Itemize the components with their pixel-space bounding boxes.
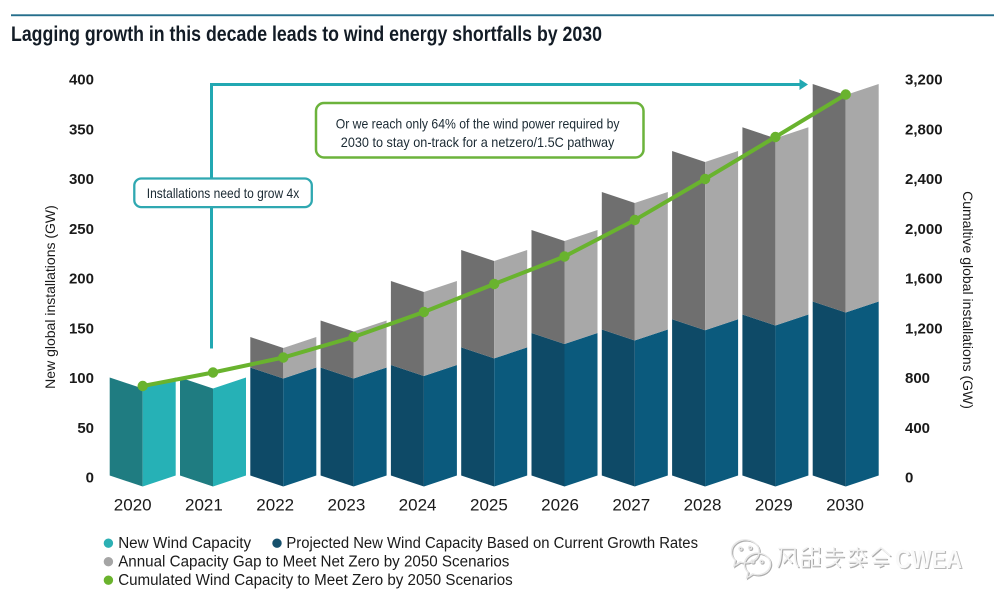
svg-text:300: 300 bbox=[69, 171, 94, 188]
svg-text:Cumaltive global installations: Cumaltive global installations (GW) bbox=[960, 191, 976, 409]
svg-text:800: 800 bbox=[905, 370, 930, 387]
svg-text:250: 250 bbox=[69, 221, 94, 238]
svg-text:Annual Capacity Gap to Meet Ne: Annual Capacity Gap to Meet Net Zero by … bbox=[118, 554, 509, 571]
svg-text:50: 50 bbox=[77, 420, 94, 437]
svg-text:Cumulated Wind Capacity to Mee: Cumulated Wind Capacity to Meet Zero by … bbox=[118, 572, 513, 589]
svg-text:0: 0 bbox=[905, 470, 913, 487]
svg-text:2025: 2025 bbox=[470, 496, 508, 515]
svg-text:2,400: 2,400 bbox=[905, 171, 943, 188]
svg-text:2030 to stay on-track for a ne: 2030 to stay on-track for a netzero/1.5C… bbox=[341, 134, 615, 150]
svg-text:2024: 2024 bbox=[399, 496, 437, 515]
svg-text:Lagging growth in this decade: Lagging growth in this decade leads to w… bbox=[11, 23, 602, 46]
svg-text:1,600: 1,600 bbox=[905, 271, 943, 288]
svg-text:100: 100 bbox=[69, 370, 94, 387]
svg-text:Projected New Wind Capacity Ba: Projected New Wind Capacity Based on Cur… bbox=[286, 535, 698, 552]
svg-text:2026: 2026 bbox=[541, 496, 579, 515]
svg-text:2,000: 2,000 bbox=[905, 221, 943, 238]
svg-text:2027: 2027 bbox=[612, 496, 650, 515]
svg-text:350: 350 bbox=[69, 121, 94, 138]
svg-text:New global installations (GW): New global installations (GW) bbox=[42, 205, 58, 389]
svg-text:2021: 2021 bbox=[185, 496, 223, 515]
svg-text:2023: 2023 bbox=[327, 496, 365, 515]
svg-text:2029: 2029 bbox=[755, 496, 793, 515]
svg-text:400: 400 bbox=[69, 72, 94, 89]
svg-text:2,800: 2,800 bbox=[905, 121, 943, 138]
svg-text:0: 0 bbox=[86, 470, 94, 487]
svg-text:2022: 2022 bbox=[256, 496, 294, 515]
svg-text:400: 400 bbox=[905, 420, 930, 437]
svg-text:150: 150 bbox=[69, 320, 94, 337]
svg-text:CWEA: CWEA bbox=[896, 545, 963, 575]
svg-text:2030: 2030 bbox=[826, 496, 864, 515]
svg-text:Or we reach only 64% of the wi: Or we reach only 64% of the wind power r… bbox=[336, 116, 620, 132]
svg-text:200: 200 bbox=[69, 271, 94, 288]
svg-text:2020: 2020 bbox=[114, 496, 152, 515]
svg-text:2028: 2028 bbox=[684, 496, 722, 515]
svg-text:3,200: 3,200 bbox=[905, 72, 943, 89]
svg-text:CWEA: CWEA bbox=[895, 544, 962, 574]
svg-text:New Wind Capacity: New Wind Capacity bbox=[118, 535, 251, 552]
svg-text:Installations need to grow 4x: Installations need to grow 4x bbox=[147, 185, 300, 201]
svg-text:1,200: 1,200 bbox=[905, 320, 943, 337]
